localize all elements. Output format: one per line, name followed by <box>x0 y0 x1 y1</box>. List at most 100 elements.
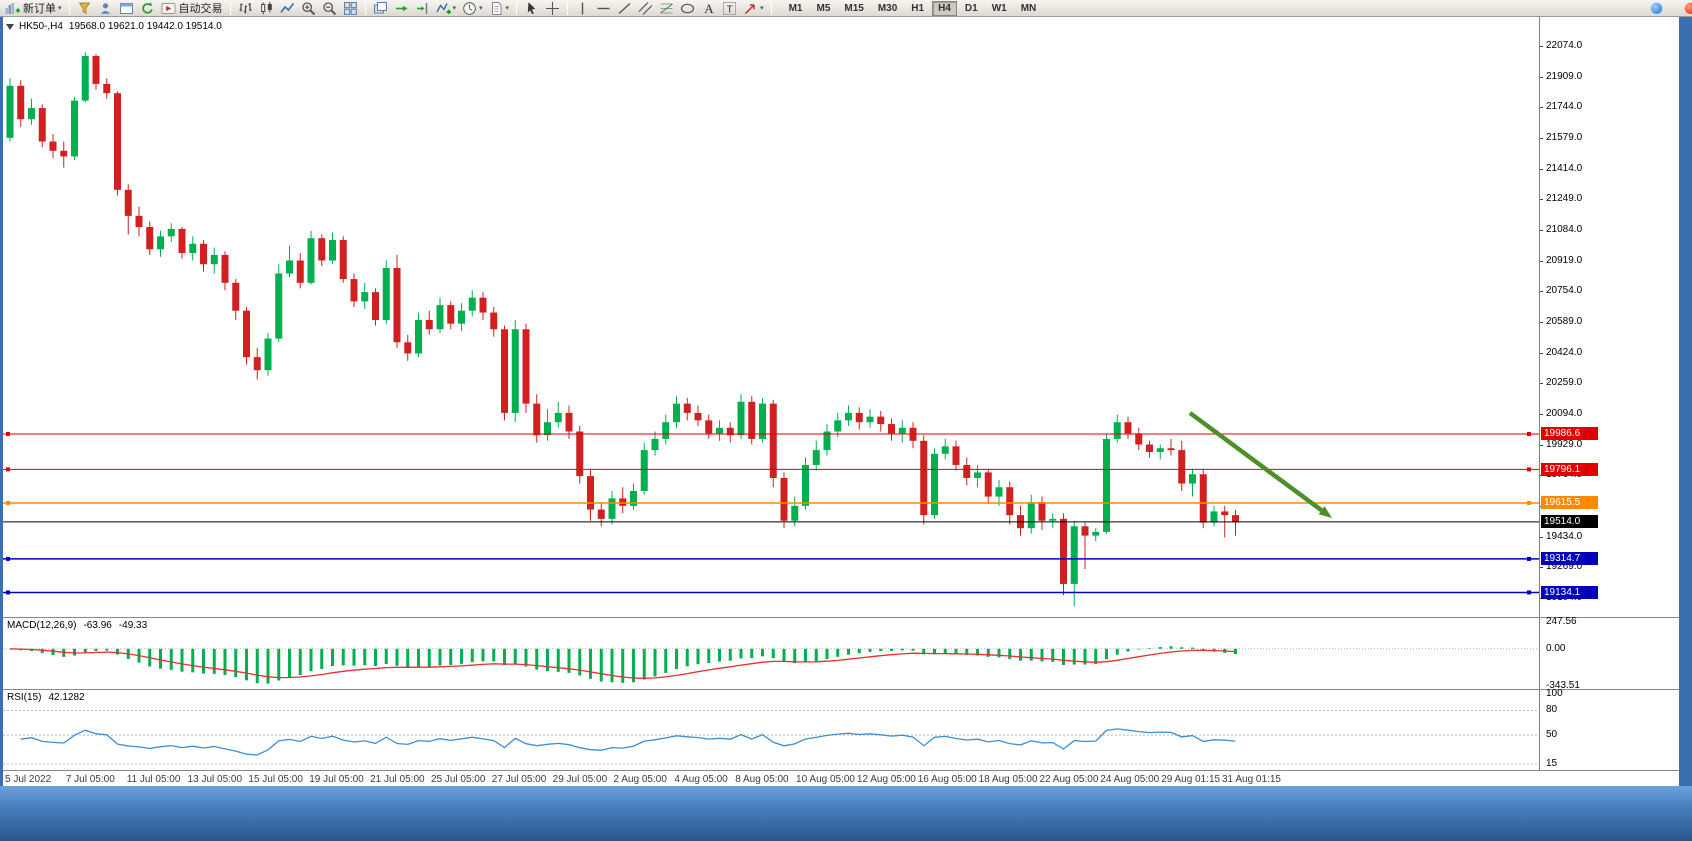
tile-windows-button[interactable] <box>341 0 360 16</box>
cascade-windows-button[interactable] <box>371 0 390 16</box>
fibo-icon <box>660 3 673 13</box>
timeframe-m15-button[interactable]: M15 <box>844 2 864 14</box>
price-tick-mark <box>1540 567 1543 569</box>
price-tick-label: 21744.0 <box>1546 101 1583 113</box>
rsi-panel-separator[interactable] <box>3 689 1679 690</box>
price-badge-19986.6[interactable]: 19986.6 <box>1541 427 1598 441</box>
timeframe-h1-button[interactable]: H1 <box>911 2 925 14</box>
time-axis-label: 18 Aug 05:00 <box>978 774 1038 785</box>
rsi-panel-label: RSI(15) 42.1282 <box>7 692 92 703</box>
macd-axis-label: -343.51 <box>1546 680 1580 691</box>
price-badge-19796.1[interactable]: 19796.1 <box>1541 462 1598 476</box>
auto-scroll-button[interactable] <box>392 0 411 16</box>
community-icon[interactable] <box>1650 2 1663 15</box>
crosshair-button[interactable] <box>543 0 562 16</box>
new-order-button-label: 新订单 <box>23 3 56 15</box>
price-level-line-19796.1[interactable] <box>3 467 1539 472</box>
zoom-in-button[interactable] <box>299 0 318 16</box>
price-tick-mark <box>1540 199 1543 201</box>
macd-panel-separator[interactable] <box>3 617 1679 618</box>
equidistant-channel-button[interactable] <box>636 0 655 16</box>
price-badge-19615.5[interactable]: 19615.5 <box>1541 496 1598 510</box>
indicators-button[interactable]: ▾ <box>434 0 459 16</box>
price-badge-19134.1[interactable]: 19134.1 <box>1541 585 1598 599</box>
timeframe-m1-button[interactable]: M1 <box>788 2 803 14</box>
timeframe-d1-button[interactable]: D1 <box>964 2 978 14</box>
macd-main-value: -63.96 <box>83 620 112 631</box>
arrows-button[interactable]: ▾ <box>741 0 766 16</box>
rsi-axis-label: 15 <box>1546 757 1558 769</box>
signals-button[interactable] <box>75 0 94 16</box>
rsi-value: 42.1282 <box>48 692 85 703</box>
rsi-line[interactable] <box>20 728 1236 756</box>
time-axis-label: 29 Aug 01:15 <box>1161 774 1221 785</box>
price-level-line-19615.5[interactable] <box>3 500 1539 505</box>
timeframe-m5-button[interactable]: M5 <box>816 2 831 14</box>
chart-window[interactable] <box>3 17 1679 786</box>
timeframe-w1-button[interactable]: W1 <box>991 2 1007 14</box>
price-tick-mark <box>1540 107 1543 109</box>
zoom-in-icon <box>301 1 315 15</box>
tile-icon <box>343 1 357 15</box>
price-tick-mark <box>1540 383 1543 385</box>
fibonacci-button[interactable] <box>657 0 676 16</box>
price-axis-separator[interactable] <box>1539 17 1540 771</box>
window-icon <box>119 2 133 14</box>
auto-trading-button[interactable]: 自动交易 <box>159 0 225 16</box>
timeframe-mn-button[interactable]: MN <box>1020 2 1037 14</box>
price-level-line-19986.6[interactable] <box>3 431 1539 436</box>
timeframe-h4-button[interactable]: H4 <box>932 0 957 16</box>
price-axis[interactable]: 22074.0 21909.0 21744.0 21579.0 21414.0 21249… <box>1540 17 1676 771</box>
vertical-line-button[interactable] <box>573 0 592 16</box>
zoom-out-button[interactable] <box>320 0 339 16</box>
time-axis-label: 31 Aug 01:15 <box>1222 774 1281 785</box>
funnel-icon <box>78 2 90 14</box>
autotrade-icon <box>161 2 176 14</box>
cursor-button[interactable] <box>522 0 541 16</box>
toolbar-separator <box>364 1 366 15</box>
text-label-button[interactable]: T <box>720 0 739 16</box>
trendline-button[interactable] <box>615 0 634 16</box>
notification-icon[interactable] <box>1684 2 1692 15</box>
time-axis-label: 27 Jul 05:00 <box>491 774 547 785</box>
price-badge-19514.0[interactable]: 19514.0 <box>1541 515 1598 529</box>
symbol-timeframe-label: HK50-,H4 <box>19 21 63 32</box>
bar-chart-button[interactable] <box>236 0 255 16</box>
window-bottom-border <box>0 786 1692 841</box>
templates-button[interactable]: ▾ <box>487 0 512 16</box>
macd-signal-line[interactable] <box>9 648 1236 679</box>
candlestick-series[interactable] <box>6 52 1240 607</box>
line-chart-button[interactable] <box>278 0 297 16</box>
price-tick-mark <box>1540 444 1543 446</box>
rsi-axis-label: 50 <box>1546 729 1558 741</box>
time-axis[interactable]: 5 Jul 2022 7 Jul 05:00 11 Jul 05:00 13 Jul … <box>3 771 1539 786</box>
linechart-icon <box>279 2 294 13</box>
text-a-icon: A <box>704 1 714 16</box>
person-icon <box>100 2 110 14</box>
shapes-button[interactable] <box>678 0 697 16</box>
periods-button[interactable]: ▾ <box>460 0 485 16</box>
price-level-line-19134.1[interactable] <box>3 590 1539 595</box>
market-watch-button[interactable] <box>117 0 136 16</box>
price-tick-label: 21249.0 <box>1546 193 1583 205</box>
trend-arrow-annotation[interactable] <box>1188 411 1332 518</box>
chart-shift-button[interactable] <box>413 0 432 16</box>
price-badge-19314.7[interactable]: 19314.7 <box>1541 552 1598 566</box>
svg-text:A: A <box>704 1 714 16</box>
candlestick-chart-button[interactable] <box>257 0 276 16</box>
text-button[interactable]: A <box>699 0 718 16</box>
macd-histogram[interactable] <box>10 646 1237 684</box>
main-toolbar: 新订单 ▾ 自动交易 ▾ ▾ ▾ A T ▾ M1 M5 M15 M30 H1 H4 D1 W1 MN <box>0 0 1692 17</box>
price-tick-mark <box>1540 414 1543 416</box>
profile-button[interactable] <box>96 0 115 16</box>
new-order-button[interactable]: 新订单 ▾ <box>3 0 64 16</box>
refresh-button[interactable] <box>138 0 157 16</box>
clock-icon <box>463 1 476 15</box>
price-level-line-19314.7[interactable] <box>3 556 1539 561</box>
horizontal-line-button[interactable] <box>594 0 613 16</box>
time-axis-label: 24 Aug 05:00 <box>1100 774 1160 785</box>
time-axis-label: 7 Jul 05:00 <box>65 774 115 785</box>
one-click-trading-toggle-icon[interactable] <box>6 23 14 30</box>
price-tick-mark <box>1540 76 1543 78</box>
timeframe-m30-button[interactable]: M30 <box>877 2 898 14</box>
